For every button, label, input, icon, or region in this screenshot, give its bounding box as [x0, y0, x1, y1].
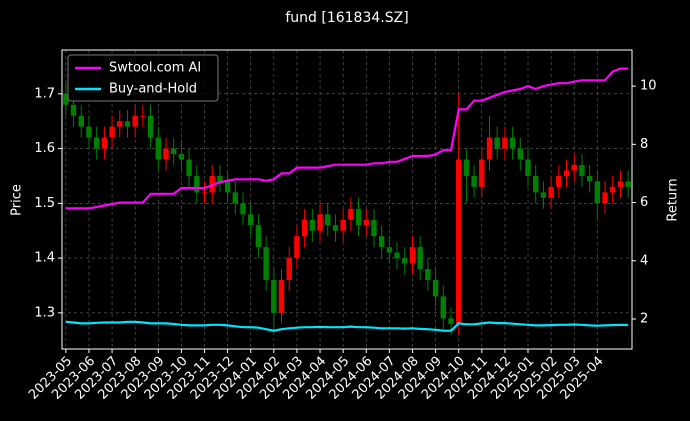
candle-body [448, 318, 454, 324]
plot-frame [61, 49, 633, 350]
candle-body [533, 175, 539, 193]
candle-body [109, 126, 115, 138]
return-line [65, 67, 629, 210]
candle-body [494, 137, 500, 149]
candle-body [201, 192, 208, 194]
candle-body [486, 137, 493, 160]
y2-tick-label: 6 [640, 195, 648, 210]
candle-body [525, 159, 531, 176]
candle-body [517, 148, 524, 160]
candle-body [224, 181, 231, 193]
candle-body [63, 93, 69, 105]
candle-body [186, 159, 192, 176]
candle-body [394, 252, 400, 259]
candle-body [540, 192, 547, 198]
candle-body [117, 121, 123, 127]
y-tick-label: 1.3 [34, 305, 55, 320]
candle-body [309, 219, 316, 231]
candle-body [317, 214, 323, 231]
candle-body [101, 137, 108, 149]
candle-body [617, 181, 624, 187]
y-tick-label: 1.4 [34, 251, 55, 266]
y2-axis-label: Return [666, 178, 681, 221]
candle-body [563, 170, 570, 176]
candle-body [471, 175, 477, 187]
candle-body [625, 181, 631, 187]
candle-body [178, 154, 185, 160]
candle-body [147, 115, 154, 138]
y-tick-label: 1.6 [34, 141, 55, 156]
candle-body [155, 137, 161, 160]
y-tick-label: 1.5 [34, 196, 55, 211]
candle-body [140, 115, 146, 117]
candle-body [325, 214, 331, 226]
candle-body [332, 225, 339, 231]
candle-body [355, 208, 362, 226]
candle-body [386, 247, 393, 253]
candle-body [93, 137, 100, 149]
y2-tick-label: 8 [640, 137, 648, 152]
legend-box [67, 54, 219, 102]
candle-body [556, 175, 562, 187]
candle-body [502, 137, 508, 149]
candle-body [124, 121, 131, 127]
candle-body [194, 175, 200, 193]
candle-body [432, 280, 439, 297]
candle-body [278, 280, 285, 313]
legend-label: Buy-and-Hold [109, 82, 197, 97]
candle-body [271, 280, 277, 313]
candle-body [402, 258, 408, 264]
candle-body [132, 115, 138, 127]
candle-body [579, 165, 585, 176]
candle-body [425, 269, 431, 280]
candle-body [371, 219, 377, 237]
candle-body [409, 247, 416, 264]
candle-body [286, 258, 292, 280]
y-axis-label: Price [10, 184, 25, 216]
candle-body [170, 148, 177, 155]
candle-body [70, 104, 77, 116]
candle-body [455, 159, 462, 324]
candle-body [586, 175, 593, 182]
legend-label: Swtool.com AI [109, 61, 201, 76]
candle-body [363, 219, 369, 226]
candle-body [263, 247, 269, 280]
candle-body [610, 186, 616, 193]
return-line [65, 320, 629, 332]
candle-body [78, 115, 84, 127]
candle-body [417, 247, 423, 270]
candle-body [571, 165, 577, 171]
candle-body [548, 186, 554, 198]
candle-body [340, 219, 346, 231]
candle-body [378, 236, 385, 248]
candle-body [509, 137, 516, 149]
candle-body [594, 181, 601, 204]
candle-body [294, 236, 300, 259]
y2-tick-label: 4 [640, 253, 648, 268]
candle-body [479, 159, 485, 187]
candle-body [163, 148, 169, 160]
candle-body [602, 192, 608, 204]
candle-body [217, 175, 223, 182]
candle-body [248, 214, 254, 226]
candle-body [255, 225, 262, 248]
candle-body [440, 296, 446, 319]
candle-body [348, 208, 354, 220]
y2-tick-label: 2 [640, 312, 648, 327]
y2-tick-label: 10 [640, 79, 657, 94]
candle-body [240, 203, 246, 215]
y-tick-label: 1.7 [34, 86, 55, 101]
candle-body [232, 192, 239, 204]
candle-body [301, 219, 308, 237]
candle-body [86, 126, 92, 138]
chart-title: fund [161834.SZ] [285, 10, 408, 26]
candle-body [463, 159, 470, 176]
